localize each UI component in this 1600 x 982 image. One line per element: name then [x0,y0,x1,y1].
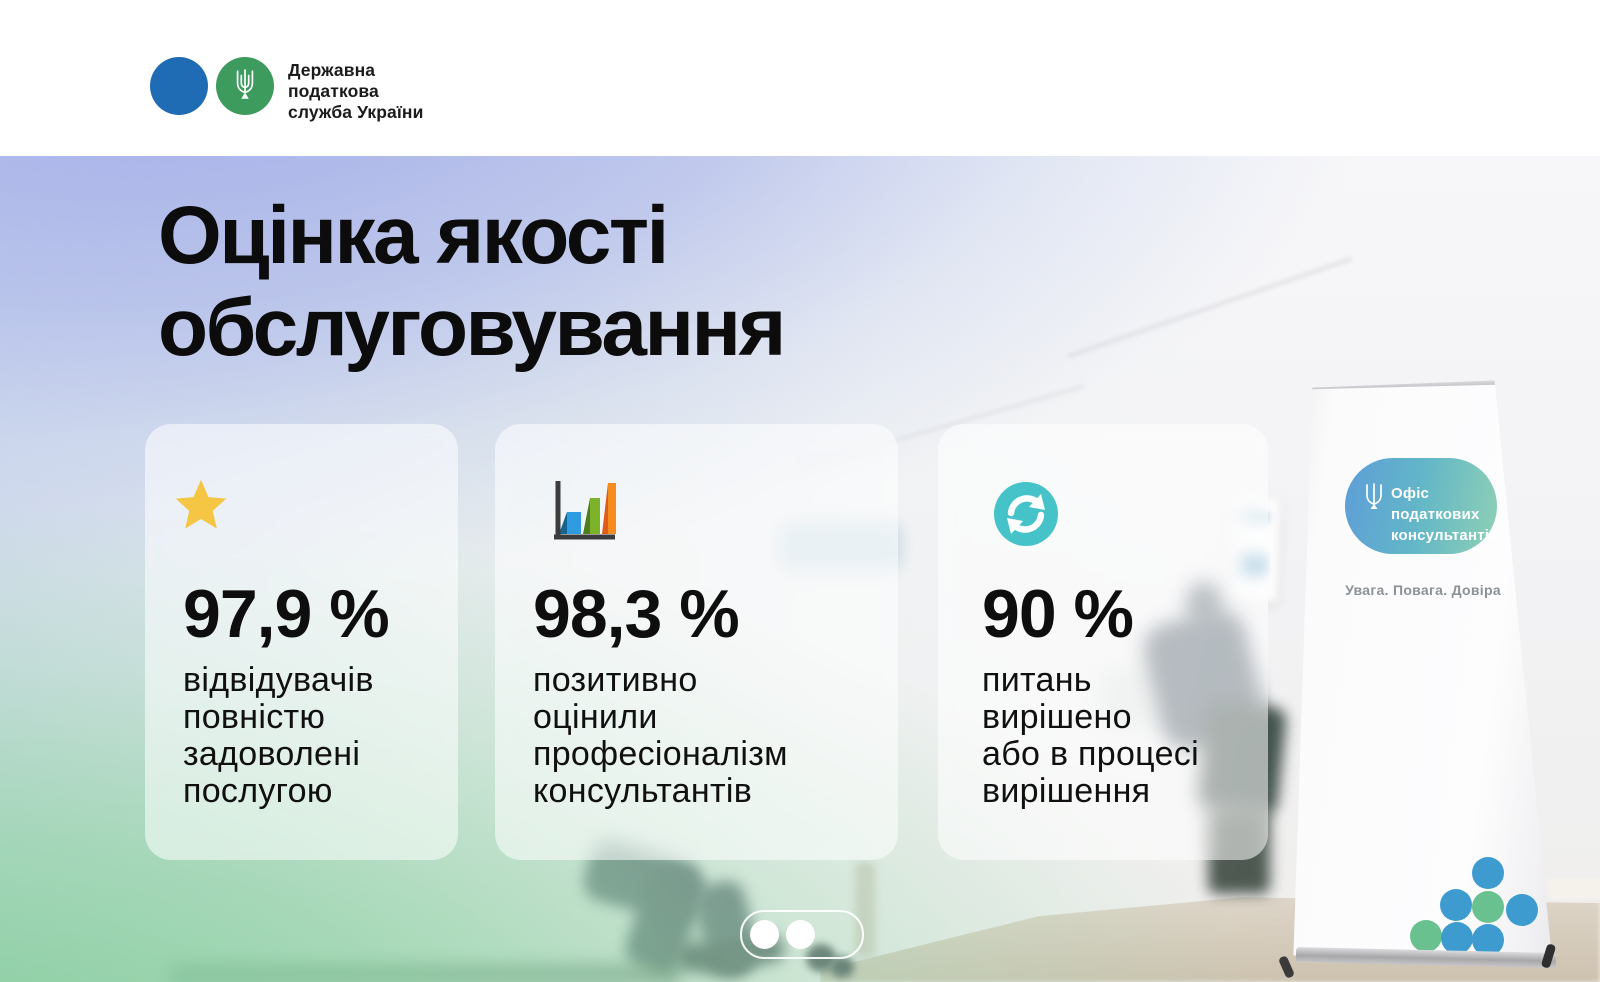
stat-line: вирішено [982,698,1132,736]
trident-icon [236,69,254,99]
stat-line: задоволені [183,735,361,773]
stat-card-satisfaction: 97,9 % відвідувачів повністю задоволені … [145,424,458,860]
banner-slogan: Увага. Повага. Довіра [1345,582,1501,598]
org-name-line: служба України [288,102,424,122]
stat-description: відвідувачів повністю задоволені послуго… [183,662,374,810]
pattern-dot [1472,891,1504,923]
stat-value: 98,3 % [533,576,740,652]
banner-logo-text: Офіс податкових консультантів [1391,483,1499,546]
stat-line: питань [982,661,1092,699]
banner-top-rail [1307,380,1501,390]
pattern-dot [1410,920,1442,952]
pattern-dot [1441,922,1473,954]
banner-logo-blob: Офіс податкових консультантів [1345,458,1499,554]
title-line-1: Оцінка якості [158,190,669,281]
trident-icon [1363,482,1385,519]
refresh-icon [994,482,1058,551]
pattern-dot [1472,857,1504,889]
stat-line: оцінили [533,698,658,736]
pagination-dot[interactable] [786,920,815,949]
stat-line: консультантів [533,772,753,810]
page-title: Оцінка якості обслуговування [158,190,786,374]
rollup-banner: Офіс податкових консультантів Увага. Пов… [1288,378,1558,982]
bar-chart-icon [551,478,617,549]
stat-value: 90 % [982,576,1134,652]
org-name: Державна податкова служба України [288,60,423,123]
stat-value: 97,9 % [183,576,390,652]
org-name-line: Державна [288,60,376,80]
title-line-2: обслуговування [158,282,786,373]
banner-logo-line: податкових [1391,506,1480,523]
carousel-pagination[interactable] [740,910,864,959]
stat-line: або в процесі [982,735,1199,773]
stat-line: відвідувачів [183,661,374,699]
pagination-dot[interactable] [750,920,779,949]
stat-line: вирішення [982,772,1151,810]
scene: Офіс податкових консультантів Увага. Пов… [0,156,1600,982]
header: Державна податкова служба України [0,0,1600,156]
logo-green-circle-icon [216,57,274,115]
banner-logo-line: Офіс [1391,485,1430,502]
star-icon [174,478,228,537]
banner-face: Офіс податкових консультантів Увага. Пов… [1293,380,1553,966]
stat-description: питань вирішено або в процесі вирішення [982,662,1199,810]
stat-line: повністю [183,698,326,736]
org-name-line: податкова [288,81,379,101]
stat-description: позитивно оцінили професіоналізм консуль… [533,662,788,810]
stat-card-professionalism: 98,3 % позитивно оцінили професіоналізм … [495,424,898,860]
stat-line: професіоналізм [533,735,788,773]
pattern-dot [1440,889,1472,921]
stat-line: позитивно [533,661,698,699]
logo-blue-circle-icon [150,57,208,115]
pattern-dot [1506,894,1538,926]
stat-card-resolved: 90 % питань вирішено або в процесі виріш… [938,424,1268,860]
stat-line: послугою [183,772,333,810]
banner-logo-line: консультантів [1391,527,1499,544]
